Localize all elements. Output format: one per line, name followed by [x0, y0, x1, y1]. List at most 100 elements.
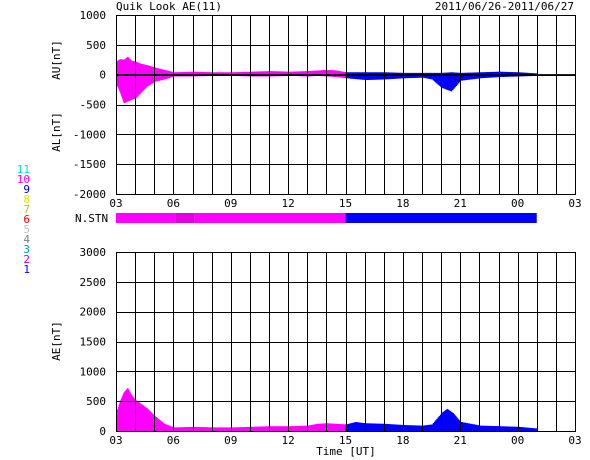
series-0-mark	[522, 427, 526, 431]
series-0-mark	[341, 71, 344, 75]
series-0-mark	[123, 392, 125, 431]
series-0-mark	[119, 401, 121, 431]
series-1-mark	[481, 74, 485, 79]
series-0-mark	[165, 424, 167, 431]
series-1-mark	[116, 74, 118, 86]
series-1-mark	[381, 74, 385, 80]
series-0-mark	[390, 424, 394, 431]
series-0-mark	[398, 424, 401, 431]
series-0-mark	[414, 72, 418, 75]
au-axis-label: AU[nT]	[50, 40, 63, 80]
series-1-mark	[134, 74, 136, 99]
series-1-mark	[419, 74, 423, 78]
series-1-mark	[163, 74, 166, 80]
series-0-mark	[359, 422, 362, 431]
y-tick-label: 3000	[80, 246, 107, 259]
series-0-mark	[148, 65, 150, 75]
series-0-mark	[163, 69, 166, 75]
series-0-mark	[141, 64, 143, 75]
series-0-mark	[350, 423, 352, 431]
series-1-mark	[425, 74, 428, 79]
series-0-mark	[161, 421, 164, 431]
series-0-mark	[320, 423, 322, 431]
series-0-mark	[352, 72, 356, 75]
series-0-mark	[249, 71, 253, 75]
series-1-mark	[132, 74, 134, 100]
series-0-mark	[156, 418, 159, 431]
series-0-mark	[458, 419, 460, 431]
series-0-mark	[276, 426, 279, 431]
series-0-mark	[520, 427, 523, 431]
series-0-mark	[367, 72, 370, 75]
series-0-mark	[190, 71, 193, 75]
series-1-mark	[151, 74, 153, 84]
series-0-mark	[153, 67, 155, 75]
legend-item-4: 4	[23, 233, 30, 246]
series-0-mark	[148, 410, 150, 431]
series-0-mark	[486, 72, 490, 75]
series-0-mark	[312, 70, 314, 75]
series-0-mark	[139, 403, 141, 431]
series-0-mark	[374, 423, 377, 431]
series-0-mark	[230, 72, 234, 75]
series-1-mark	[123, 74, 125, 102]
series-0-mark	[437, 417, 440, 431]
series-0-mark	[175, 427, 179, 431]
series-1-mark	[442, 74, 444, 89]
series-1-mark	[124, 74, 126, 104]
series-0-mark	[159, 68, 161, 75]
series-0-mark	[165, 70, 167, 75]
series-0-mark	[128, 390, 130, 431]
series-0-mark	[154, 67, 156, 75]
x-tick-label: 21	[454, 197, 467, 210]
series-0-mark	[218, 427, 222, 431]
series-0-mark	[326, 69, 328, 75]
series-1-mark	[417, 74, 421, 78]
series-0-mark	[503, 426, 507, 431]
series-0-mark	[122, 394, 124, 431]
series-0-mark	[310, 70, 313, 75]
series-0-mark	[197, 71, 201, 75]
series-0-mark	[172, 426, 174, 431]
series-1-mark	[451, 74, 454, 91]
series-0-mark	[252, 71, 256, 75]
series-0-mark	[173, 427, 177, 431]
x-tick-label: 03	[109, 434, 122, 447]
series-1-mark	[407, 74, 411, 79]
x-tick-label: 03	[568, 197, 581, 210]
series-0-mark	[162, 422, 165, 431]
series-0-mark	[132, 396, 134, 431]
series-0-mark	[245, 426, 248, 431]
series-0-mark	[435, 72, 437, 75]
series-1-mark	[131, 74, 133, 100]
series-1-mark	[156, 74, 159, 82]
series-0-mark	[510, 426, 514, 431]
series-1-mark	[462, 74, 466, 81]
series-0-mark	[126, 57, 127, 75]
series-0-mark	[338, 423, 340, 431]
series-0-mark	[221, 72, 224, 75]
series-0-mark	[290, 426, 294, 431]
series-0-mark	[447, 72, 449, 75]
series-0-mark	[462, 72, 466, 75]
series-0-mark	[451, 412, 453, 431]
series-0-mark	[223, 72, 227, 75]
series-0-mark	[443, 411, 446, 431]
series-0-mark	[138, 63, 140, 75]
x-tick-label: 03	[109, 197, 122, 210]
series-0-mark	[395, 424, 399, 431]
series-1-mark	[130, 74, 132, 100]
series-0-mark	[130, 394, 132, 431]
series-0-mark	[339, 71, 342, 75]
series-0-mark	[376, 423, 380, 431]
series-0-mark	[117, 60, 119, 75]
series-0-mark	[119, 59, 121, 75]
series-0-mark	[130, 59, 132, 75]
series-0-mark	[271, 426, 275, 431]
series-0-mark	[225, 72, 229, 75]
series-0-mark	[261, 71, 265, 75]
series-1-mark	[369, 74, 373, 80]
series-0-mark	[122, 395, 124, 431]
series-0-mark	[273, 71, 277, 75]
series-0-mark	[431, 72, 434, 75]
